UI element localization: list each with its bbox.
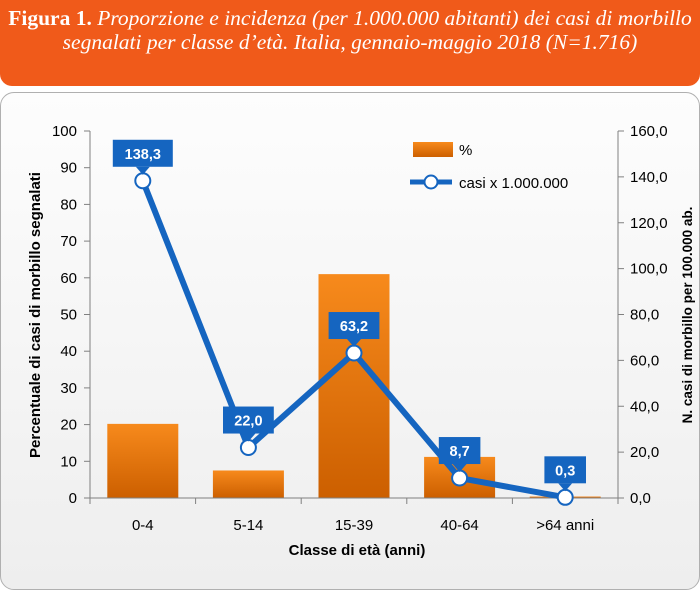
line-point-4 [556,488,574,506]
y-axis-title-left: Percentuale di casi di morbillo segnalat… [27,172,44,458]
data-label-pointer-4 [558,483,573,492]
y-tick-left-4: 40 [60,343,77,360]
legend-marker [423,174,439,190]
x-tick-label-0: 0-4 [132,517,154,534]
y-tick-right-1: 20,0 [630,444,659,461]
y-tick-left-2: 20 [60,417,77,434]
y-tick-right-3: 60,0 [630,352,659,369]
bars-layer [107,274,601,498]
bar-1 [212,470,284,498]
y-tick-left-8: 80 [60,196,77,213]
x-tick-label-1: 5-14 [233,517,263,534]
line-point-2 [345,344,363,362]
figure-caption-header: Figura 1. Proporzione e incidenza (per 1… [0,0,700,86]
line-point-3 [451,469,469,487]
y-tick-left-3: 30 [60,380,77,397]
y-tick-right-8: 160,0 [630,123,668,140]
y-tick-right-6: 120,0 [630,215,668,232]
legend-label-cases: casi x 1.000.000 [459,175,568,192]
axes-layer: 0 10 20 30 40 50 60 70 80 90 100 0,0 20,0 40,0 60,0 80,… [52,123,668,534]
legend-bar-swatch [413,142,453,157]
data-label-2: 63,2 [340,319,368,335]
data-labels-layer: 138,3 22,0 63,2 8,7 0,3 [112,139,586,492]
y-tick-left-10: 100 [52,123,77,140]
data-label-1: 22,0 [234,414,262,430]
data-label-pointer-1 [241,433,256,442]
data-label-4: 0,3 [555,463,575,479]
x-axis-title: Classe di età (anni) [289,542,426,559]
y-tick-left-9: 90 [60,160,77,177]
line-point-1 [239,439,257,457]
data-label-pointer-2 [347,339,361,348]
bar-0 [107,423,179,498]
legend-label-percent: % [459,142,472,159]
figure-caption-text: Proporzione e incidenza (per 1.000.000 a… [62,6,692,54]
data-label-box-2 [328,312,380,340]
data-label-0: 138,3 [125,147,161,163]
y-tick-right-2: 40,0 [630,398,659,415]
y-tick-left-5: 50 [60,307,77,324]
y-tick-right-7: 140,0 [630,169,668,186]
figure-label: Figura 1. [8,6,92,30]
data-label-box-1 [223,406,274,434]
y-tick-right-5: 100,0 [630,261,668,278]
data-label-box-4 [544,456,586,484]
y-tick-left-1: 10 [60,453,77,470]
data-label-pointer-0 [135,166,150,175]
y-tick-left-6: 60 [60,270,77,287]
y-tick-right-0: 0,0 [630,490,651,507]
x-tick-label-4: >64 anni [536,517,594,534]
y-tick-left-0: 0 [69,490,77,507]
x-tick-label-2: 15-39 [335,517,373,534]
bar-2 [318,274,390,498]
legend: % casi x 1.000.000 [410,142,568,192]
data-label-box-0 [112,139,173,167]
data-label-box-3 [438,437,481,465]
y-axis-title-right: N. casi di morbillo per 100.000 ab. [680,207,695,424]
line-point-0 [134,172,152,190]
y-tick-right-4: 80,0 [630,307,659,324]
data-label-pointer-3 [452,464,467,473]
data-label-3: 8,7 [450,444,470,460]
line-layer [134,172,574,506]
x-tick-label-3: 40-64 [440,517,478,534]
y-tick-left-7: 70 [60,233,77,250]
